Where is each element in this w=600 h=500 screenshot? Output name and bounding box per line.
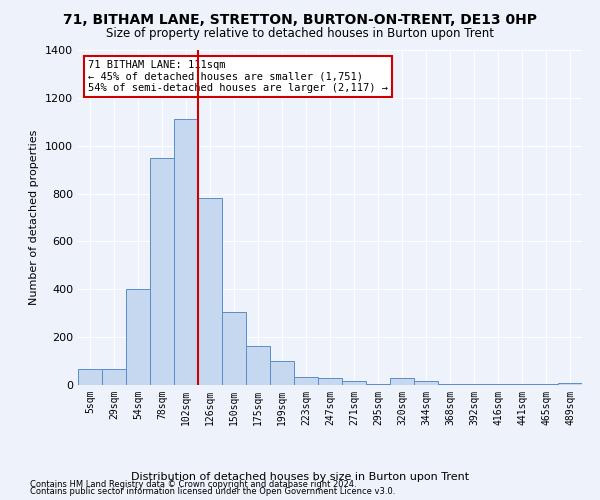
Bar — [150, 158, 174, 385]
Text: 71 BITHAM LANE: 111sqm
← 45% of detached houses are smaller (1,751)
54% of semi-: 71 BITHAM LANE: 111sqm ← 45% of detached… — [88, 60, 388, 93]
Y-axis label: Number of detached properties: Number of detached properties — [29, 130, 40, 305]
Bar — [174, 120, 198, 385]
Text: Size of property relative to detached houses in Burton upon Trent: Size of property relative to detached ho… — [106, 28, 494, 40]
Bar — [486, 384, 510, 385]
Bar — [510, 384, 534, 385]
Bar — [558, 382, 582, 385]
Bar — [102, 370, 126, 385]
Bar — [246, 346, 270, 385]
Bar — [126, 290, 150, 385]
Bar — [366, 384, 390, 385]
Bar — [462, 384, 486, 385]
Bar — [318, 378, 342, 385]
Text: Distribution of detached houses by size in Burton upon Trent: Distribution of detached houses by size … — [131, 472, 469, 482]
Bar — [342, 382, 366, 385]
Bar — [78, 370, 102, 385]
Bar — [534, 384, 558, 385]
Bar — [390, 378, 414, 385]
Bar — [414, 382, 438, 385]
Text: Contains public sector information licensed under the Open Government Licence v3: Contains public sector information licen… — [30, 487, 395, 496]
Text: 71, BITHAM LANE, STRETTON, BURTON-ON-TRENT, DE13 0HP: 71, BITHAM LANE, STRETTON, BURTON-ON-TRE… — [63, 12, 537, 26]
Bar — [270, 361, 294, 385]
Bar — [294, 376, 318, 385]
Bar — [222, 312, 246, 385]
Bar — [198, 198, 222, 385]
Bar — [438, 384, 462, 385]
Text: Contains HM Land Registry data © Crown copyright and database right 2024.: Contains HM Land Registry data © Crown c… — [30, 480, 356, 489]
